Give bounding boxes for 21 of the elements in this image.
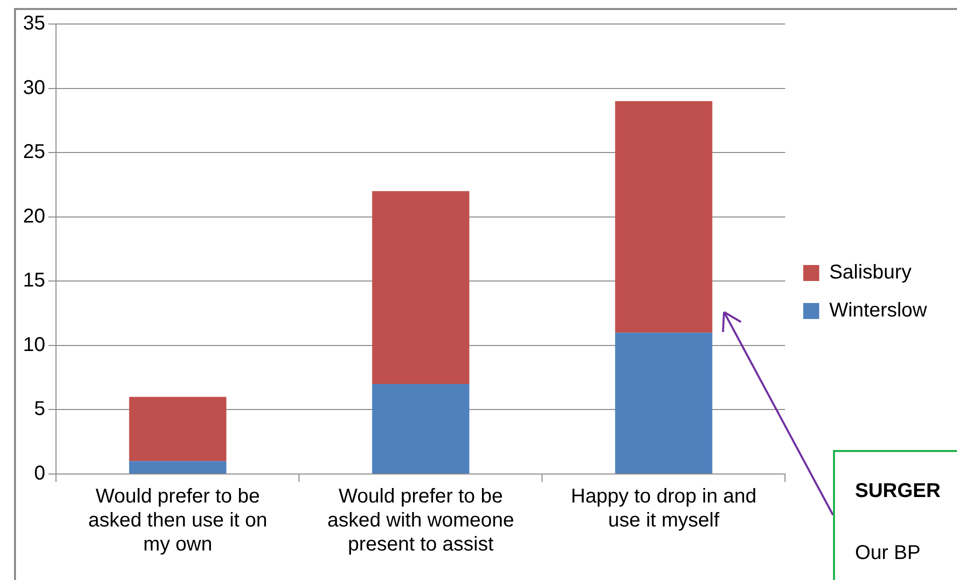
- y-tick-label: 15: [22, 270, 46, 292]
- x-tick-label: Happy to drop in and use it myself: [570, 486, 757, 532]
- x-tick-label: Would prefer to be asked then use it on my own: [88, 486, 268, 556]
- bar: [372, 191, 470, 384]
- y-tick-label: 0: [34, 462, 46, 485]
- y-tick-label: 20: [22, 205, 46, 228]
- bar: [372, 384, 470, 474]
- bar: [615, 101, 712, 333]
- legend-label: Salisbury: [829, 262, 912, 284]
- legend-label: Winterslow: [829, 300, 928, 322]
- y-tick-label: 35: [22, 12, 46, 35]
- bar: [129, 396, 226, 462]
- x-tick-label: Would prefer to be asked with womeone present to assist: [327, 486, 514, 556]
- y-tick-label: 5: [34, 398, 46, 420]
- y-tick-label: 25: [22, 141, 46, 164]
- bar: [129, 461, 226, 474]
- text: Our BP: [855, 542, 921, 565]
- text: SURGER: [855, 480, 941, 503]
- y-tick-label: 10: [22, 334, 46, 356]
- bar: [615, 332, 712, 474]
- y-tick-label: 30: [22, 76, 46, 99]
